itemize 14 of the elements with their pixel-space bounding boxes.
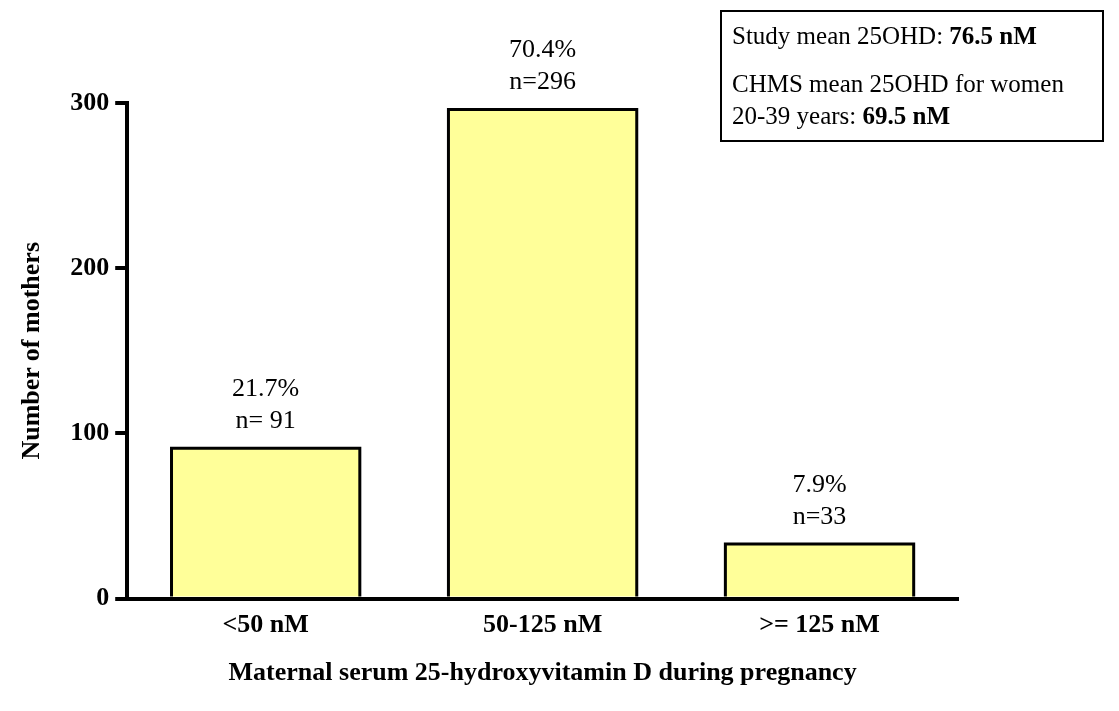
y-tick-label: 300 (70, 86, 110, 116)
annotation: CHMS mean 25OHD for women 20-39 years: 69.5 nM (732, 70, 1064, 129)
x-tick-label: <50 nM (222, 608, 309, 638)
y-tick-label: 100 (70, 417, 110, 447)
x-axis-title: Maternal serum 25-hydroxyvitamin D during pregnancy (228, 657, 857, 687)
x-tick-label: 50-125 nM (483, 608, 603, 638)
y-tick-label: 0 (96, 582, 110, 612)
data-label: 70.4% n=296 (509, 34, 577, 96)
y-tick-label: 200 (70, 251, 110, 281)
text: Study mean 25OHD: 76.5 nM (732, 22, 1037, 49)
data-label: 7.9% n=33 (792, 468, 847, 530)
y-axis-title: Number of mothers (16, 242, 46, 460)
x-tick-label: >= 125 nM (759, 608, 880, 638)
data-label: 21.7% n= 91 (232, 373, 300, 435)
